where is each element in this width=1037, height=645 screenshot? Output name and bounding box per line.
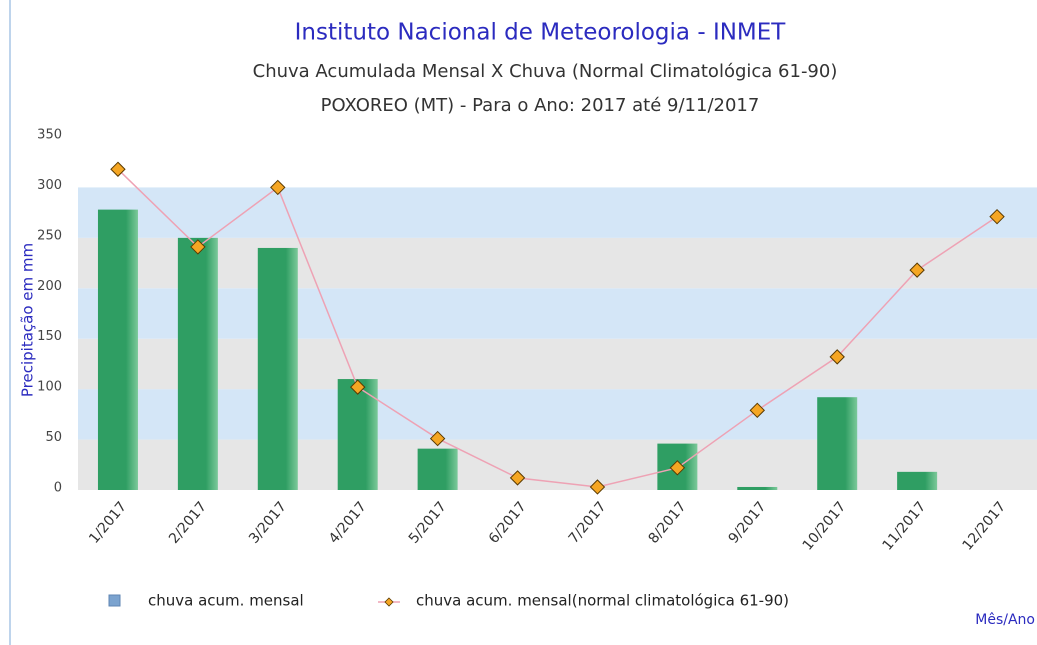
- marker: [190, 239, 206, 255]
- marker: [589, 479, 606, 495]
- x-tick-label: 12/2017: [960, 499, 1010, 554]
- legend-label: chuva acum. mensal(normal climatológica …: [416, 592, 789, 610]
- legend-label: chuva acum. mensal: [148, 592, 304, 610]
- marker: [829, 349, 845, 365]
- x-tick-label: 9/2017: [725, 499, 769, 547]
- bar: [897, 471, 938, 490]
- chart-subtitle: Chuva Acumulada Mensal X Chuva (Normal C…: [253, 61, 838, 82]
- marker: [509, 470, 526, 486]
- y-tick-label: 100: [37, 380, 62, 395]
- marker: [350, 379, 366, 395]
- x-tick-label: 4/2017: [326, 499, 370, 547]
- plot-band: [78, 439, 1037, 490]
- bar: [97, 209, 138, 491]
- bar: [737, 486, 778, 490]
- x-tick-label: 6/2017: [486, 499, 530, 547]
- y-tick-label: 150: [37, 329, 62, 344]
- y-tick-label: 200: [37, 279, 62, 294]
- y-tick-label: 350: [37, 128, 62, 143]
- x-tick-label: 8/2017: [646, 499, 690, 547]
- x-tick-label: 5/2017: [406, 499, 450, 547]
- y-tick-label: 50: [45, 430, 62, 445]
- legend-marker: [384, 597, 394, 607]
- y-tick-label: 0: [54, 481, 62, 496]
- bar: [417, 448, 458, 490]
- chart-subtitle: POXOREO (MT) - Para o Ano: 2017 até 9/11…: [321, 95, 760, 116]
- bar: [337, 379, 378, 490]
- plot-band: [78, 237, 1037, 289]
- plot-band: [78, 187, 1037, 238]
- bar: [177, 237, 218, 490]
- plot-band: [78, 338, 1037, 390]
- marker: [989, 208, 1005, 225]
- chart-title: Instituto Nacional de Meteorologia - INM…: [295, 20, 787, 46]
- marker: [270, 179, 286, 196]
- plot-band: [78, 389, 1037, 440]
- x-tick-label: 7/2017: [566, 499, 610, 547]
- marker: [110, 161, 126, 177]
- marker: [909, 262, 925, 278]
- x-tick-label: 10/2017: [800, 499, 850, 554]
- y-axis-label: Precipitação em mm: [19, 243, 37, 397]
- marker: [749, 402, 765, 419]
- marker: [669, 460, 686, 476]
- y-tick-label: 300: [37, 178, 62, 193]
- x-tick-label: 11/2017: [880, 499, 930, 554]
- x-tick-label: 3/2017: [246, 499, 290, 547]
- bar: [257, 247, 298, 490]
- bar: [817, 397, 858, 490]
- legend-swatch: [108, 594, 121, 607]
- x-tick-label: 2/2017: [166, 499, 210, 547]
- marker: [429, 430, 446, 447]
- line: [117, 168, 998, 488]
- y-tick-label: 250: [37, 228, 62, 243]
- x-axis-label: Mês/Ano: [975, 612, 1035, 628]
- x-tick-label: 1/2017: [86, 499, 130, 547]
